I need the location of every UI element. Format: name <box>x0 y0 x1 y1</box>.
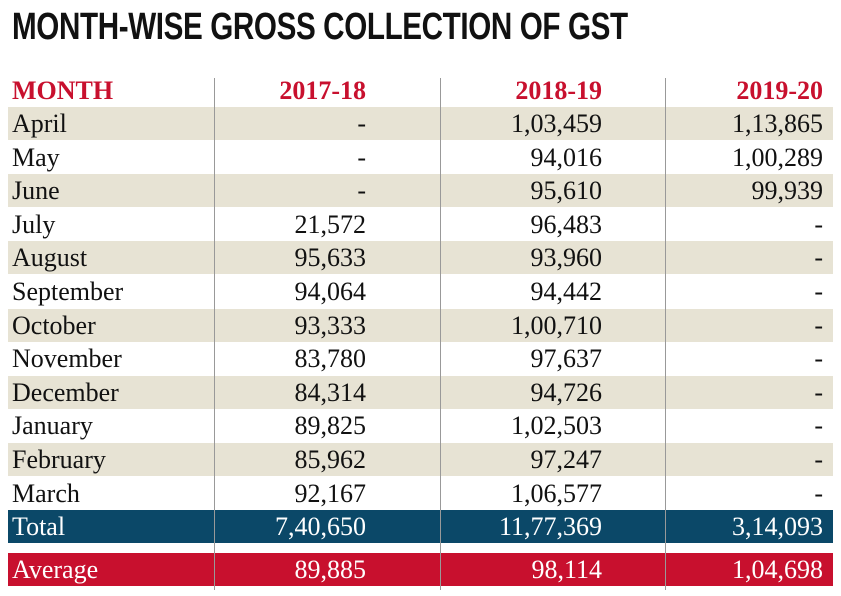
header-cell: 2018-19 <box>515 76 602 105</box>
data-cell: - <box>814 209 823 239</box>
data-cell: December <box>12 377 119 407</box>
header-cell: 2017-18 <box>279 76 366 105</box>
data-cell: February <box>12 445 106 474</box>
header-row: MONTH 2017-18 2018-19 2019-20 <box>8 74 833 107</box>
data-cell: - <box>357 176 366 206</box>
data-cell: 95,610 <box>530 176 603 206</box>
data-cell: - <box>814 377 823 407</box>
column-divider <box>214 78 215 590</box>
data-cell: June <box>12 176 60 206</box>
data-cell: 99,939 <box>751 176 824 206</box>
data-row: December 84,314 94,726 - <box>8 375 833 409</box>
data-cell: 84,314 <box>294 377 367 407</box>
data-cell: August <box>12 243 88 273</box>
total-cell: Total <box>12 512 66 541</box>
data-cell: September <box>12 277 124 306</box>
average-row: Average 89,885 98,114 1,04,698 <box>8 553 833 586</box>
data-cell: 1,00,710 <box>511 310 602 340</box>
column-divider <box>440 78 441 590</box>
average-cell: 1,04,698 <box>732 555 823 584</box>
data-row: February 85,962 97,247 - <box>8 443 833 476</box>
data-row: April - 1,03,459 1,13,865 <box>8 107 833 140</box>
data-cell: March <box>12 478 80 508</box>
data-cell: - <box>814 411 823 441</box>
data-cell: November <box>12 344 122 374</box>
data-cell: 1,00,289 <box>732 142 823 172</box>
data-cell: 1,02,503 <box>511 411 602 441</box>
total-row: Total 7,40,650 11,77,369 3,14,093 <box>8 510 833 543</box>
data-cell: May <box>12 142 60 172</box>
data-cell: April <box>12 109 67 138</box>
data-row: September 94,064 94,442 - <box>8 275 833 308</box>
data-cell: 1,13,865 <box>732 109 823 138</box>
data-cell: 21,572 <box>294 209 367 239</box>
data-cell: 97,637 <box>530 344 603 374</box>
total-cell: 3,14,093 <box>732 512 823 541</box>
data-cell: 89,825 <box>294 411 367 441</box>
data-row: May - 94,016 1,00,289 <box>8 141 833 174</box>
average-cell: 98,114 <box>531 555 602 584</box>
data-row: August 95,633 93,960 - <box>8 241 833 275</box>
data-cell: 97,247 <box>530 445 603 474</box>
data-row: January 89,825 1,02,503 - <box>8 409 833 442</box>
data-cell: - <box>814 445 823 474</box>
data-cell: July <box>12 209 56 239</box>
data-cell: 1,06,577 <box>511 478 602 508</box>
data-cell: 85,962 <box>294 445 367 474</box>
data-cell: - <box>814 344 823 374</box>
average-cell: 89,885 <box>294 555 367 584</box>
data-cell: October <box>12 310 96 340</box>
data-cell: 83,780 <box>294 344 367 374</box>
data-row: March 92,167 1,06,577 - <box>8 477 833 510</box>
data-cell: January <box>12 411 93 441</box>
title: MONTH-WISE GROSS COLLECTION OF GST <box>12 6 628 48</box>
total-cell: 11,77,369 <box>498 512 602 541</box>
data-cell: - <box>814 277 823 306</box>
data-cell: - <box>814 243 823 273</box>
data-cell: 94,442 <box>530 277 603 306</box>
data-cell: - <box>357 109 366 138</box>
data-cell: 93,333 <box>294 310 367 340</box>
data-cell: 92,167 <box>294 478 367 508</box>
data-cell: 93,960 <box>530 243 603 273</box>
data-cell: 94,016 <box>530 142 603 172</box>
average-cell: Average <box>12 555 99 584</box>
data-row: July 21,572 96,483 - <box>8 208 833 241</box>
data-cell: - <box>357 142 366 172</box>
data-cell: 96,483 <box>530 209 603 239</box>
data-cell: 1,03,459 <box>511 109 602 138</box>
data-row: June - 95,610 99,939 <box>8 174 833 208</box>
data-row: November 83,780 97,637 - <box>8 342 833 375</box>
data-cell: 95,633 <box>294 243 367 273</box>
total-cell: 7,40,650 <box>275 512 366 541</box>
header-cell: MONTH <box>12 76 114 105</box>
column-divider <box>665 78 666 590</box>
data-cell: 94,064 <box>294 277 367 306</box>
data-cell: - <box>814 478 823 508</box>
data-cell: - <box>814 310 823 340</box>
header-cell: 2019-20 <box>736 76 823 105</box>
data-cell: 94,726 <box>530 377 603 407</box>
data-row: October 93,333 1,00,710 - <box>8 308 833 342</box>
